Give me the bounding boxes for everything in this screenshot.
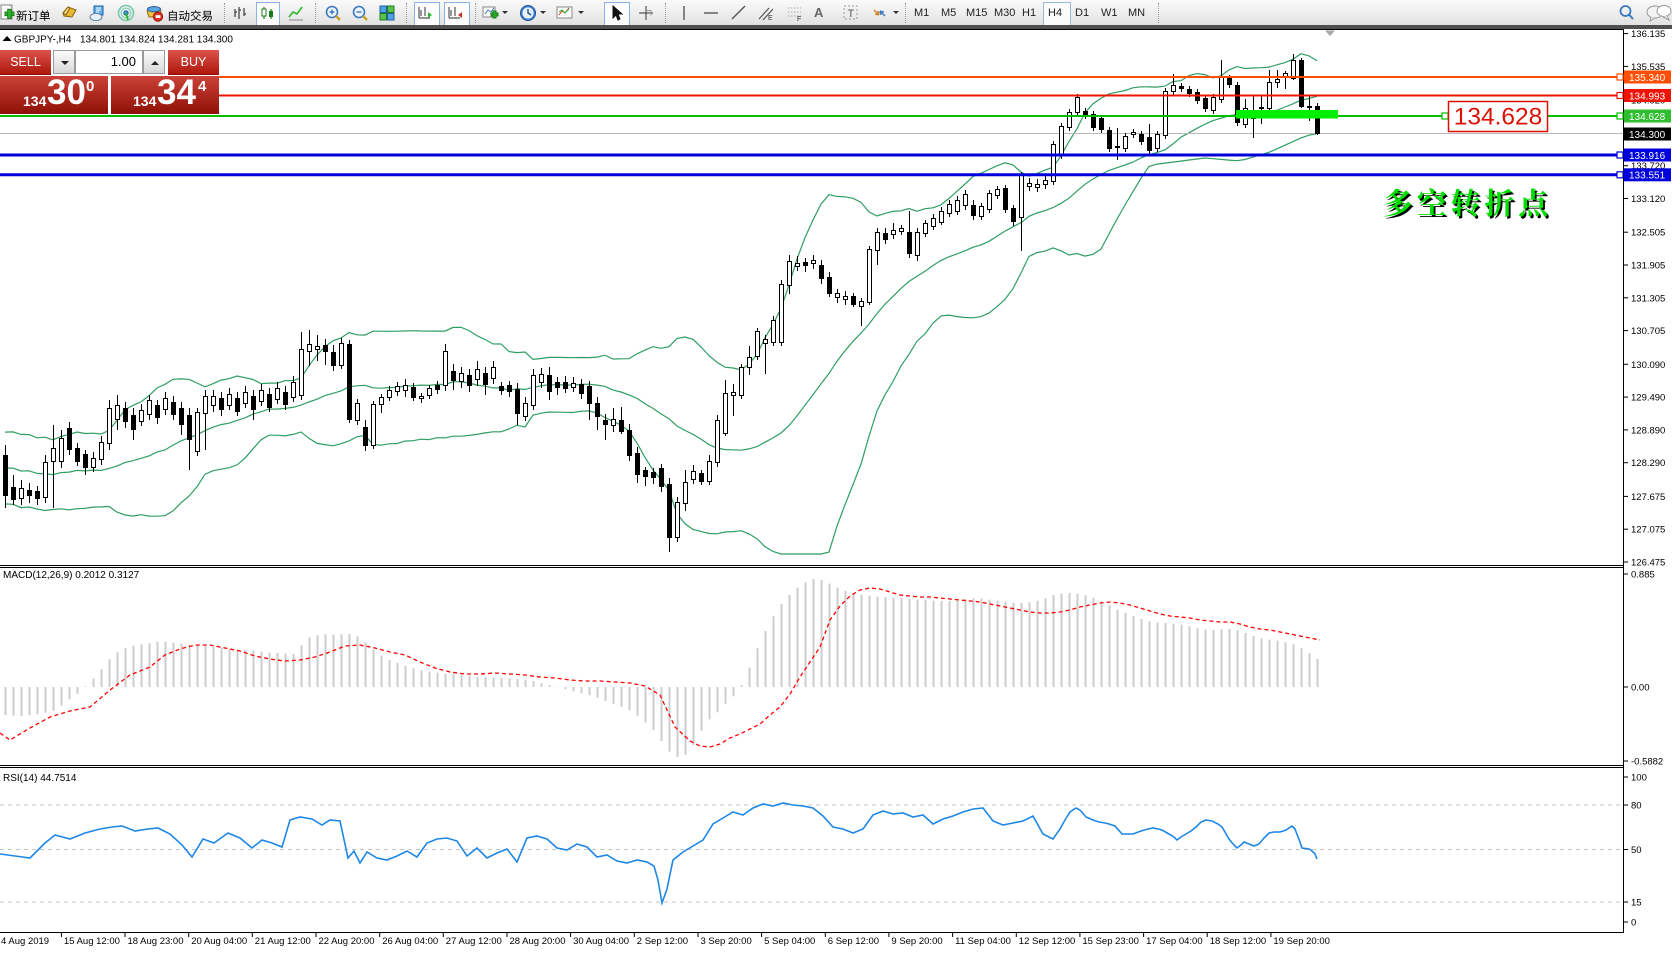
svg-text:131.905: 131.905: [1631, 261, 1665, 272]
svg-text:134.628: 134.628: [1629, 112, 1666, 123]
svg-text:50: 50: [1631, 845, 1642, 856]
svg-text:-0.5882: -0.5882: [1631, 757, 1663, 768]
svg-text:128.890: 128.890: [1631, 425, 1665, 436]
svg-text:135.340: 135.340: [1629, 73, 1666, 84]
svg-text:15 Sep 23:00: 15 Sep 23:00: [1082, 936, 1139, 947]
svg-text:0.885: 0.885: [1631, 570, 1655, 581]
svg-text:80: 80: [1631, 801, 1642, 812]
svg-text:6 Sep 12:00: 6 Sep 12:00: [828, 936, 879, 947]
svg-text:0: 0: [1631, 918, 1636, 929]
svg-text:128.290: 128.290: [1631, 458, 1665, 469]
svg-text:133.916: 133.916: [1629, 151, 1666, 162]
svg-text:132.505: 132.505: [1631, 228, 1665, 239]
svg-text:RSI(14) 44.7514: RSI(14) 44.7514: [3, 773, 77, 784]
svg-text:134.801 134.824 134.281 134.30: 134.801 134.824 134.281 134.300: [80, 35, 233, 46]
svg-text:133.720: 133.720: [1631, 161, 1665, 172]
svg-text:127.075: 127.075: [1631, 525, 1665, 536]
svg-text:15: 15: [1631, 898, 1642, 909]
svg-text:22 Aug 20:00: 22 Aug 20:00: [319, 936, 375, 947]
svg-text:18 Sep 12:00: 18 Sep 12:00: [1210, 936, 1267, 947]
svg-text:18 Aug 23:00: 18 Aug 23:00: [128, 936, 184, 947]
svg-text:27 Aug 12:00: 27 Aug 12:00: [446, 936, 502, 947]
svg-text:28 Aug 20:00: 28 Aug 20:00: [510, 936, 566, 947]
svg-text:5 Sep 04:00: 5 Sep 04:00: [764, 936, 815, 947]
svg-text:F: F: [797, 16, 801, 22]
svg-text:100: 100: [1631, 773, 1647, 784]
svg-text:130.705: 130.705: [1631, 326, 1665, 337]
svg-text:134.628: 134.628: [1454, 104, 1543, 131]
svg-text:21 Aug 12:00: 21 Aug 12:00: [255, 936, 311, 947]
svg-text:T: T: [848, 8, 855, 20]
svg-text:134.993: 134.993: [1629, 91, 1666, 102]
svg-text:131.305: 131.305: [1631, 293, 1665, 304]
svg-text:MACD(12,26,9) 0.2012 0.3127: MACD(12,26,9) 0.2012 0.3127: [3, 570, 140, 581]
svg-text:127.675: 127.675: [1631, 492, 1665, 503]
svg-text:126.475: 126.475: [1631, 558, 1665, 569]
svg-text:136.135: 136.135: [1631, 29, 1665, 40]
svg-text:2 Sep 12:00: 2 Sep 12:00: [637, 936, 688, 947]
svg-text:20 Aug 04:00: 20 Aug 04:00: [191, 936, 247, 947]
svg-text:19 Sep 20:00: 19 Sep 20:00: [1273, 936, 1330, 947]
svg-text:130.090: 130.090: [1631, 360, 1665, 371]
svg-text:15 Aug 12:00: 15 Aug 12:00: [64, 936, 120, 947]
svg-text:0.00: 0.00: [1631, 683, 1650, 694]
svg-text:3 Sep 20:00: 3 Sep 20:00: [701, 936, 752, 947]
svg-text:133.120: 133.120: [1631, 194, 1665, 205]
svg-text:17 Sep 04:00: 17 Sep 04:00: [1146, 936, 1203, 947]
svg-text:E: E: [768, 15, 773, 22]
svg-text:12 Sep 12:00: 12 Sep 12:00: [1019, 936, 1076, 947]
svg-text:4 Aug 2019: 4 Aug 2019: [1, 936, 49, 947]
svg-text:11 Sep 04:00: 11 Sep 04:00: [955, 936, 1011, 947]
svg-text:GBPJPY-,H4: GBPJPY-,H4: [14, 35, 72, 46]
svg-text:9 Sep 20:00: 9 Sep 20:00: [891, 936, 942, 947]
svg-text:30 Aug 04:00: 30 Aug 04:00: [573, 936, 629, 947]
svg-text:129.490: 129.490: [1631, 393, 1665, 404]
svg-text:135.535: 135.535: [1631, 62, 1665, 73]
svg-text:26 Aug 04:00: 26 Aug 04:00: [382, 936, 438, 947]
svg-text:133.551: 133.551: [1629, 171, 1666, 182]
svg-text:134.300: 134.300: [1629, 130, 1666, 141]
